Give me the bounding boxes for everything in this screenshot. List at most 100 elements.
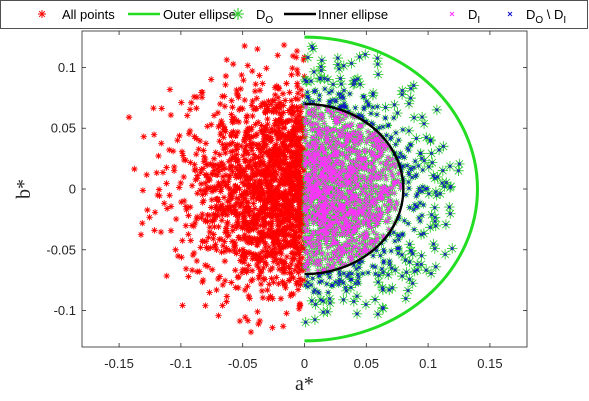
d-i-marker — [333, 241, 338, 246]
all-points-marker — [267, 177, 274, 185]
d-o-minus-d-i-marker — [413, 204, 418, 209]
all-points-marker — [295, 203, 303, 210]
all-points-marker — [241, 96, 248, 104]
d-i-marker — [361, 222, 366, 227]
d-i-marker — [311, 231, 316, 236]
all-points-marker — [249, 225, 257, 232]
d-i-marker — [396, 171, 401, 176]
all-points-marker — [199, 276, 207, 284]
d-o-minus-d-i-marker — [342, 104, 347, 109]
d-o-minus-d-i-marker — [338, 95, 343, 100]
all-points-marker — [288, 260, 295, 268]
all-points-marker — [242, 206, 249, 213]
all-points-marker — [283, 253, 291, 261]
d-o-minus-d-i-marker — [407, 101, 411, 106]
all-points-marker — [253, 95, 260, 102]
d-i-marker — [366, 161, 371, 166]
d-i-marker — [341, 117, 346, 122]
d-o-minus-d-i-marker — [311, 290, 316, 295]
all-points-marker — [236, 211, 243, 218]
all-points-marker — [231, 238, 239, 246]
d-i-marker — [329, 185, 334, 190]
all-points-marker — [241, 42, 248, 50]
all-points-marker — [263, 65, 270, 72]
d-o-minus-d-i-marker — [383, 115, 388, 120]
all-points-marker — [258, 269, 265, 276]
all-points-marker — [250, 140, 258, 148]
all-points-marker — [184, 112, 191, 119]
all-points-marker — [267, 251, 275, 258]
d-i-marker — [311, 253, 316, 258]
d-i-marker — [325, 179, 330, 184]
all-points-marker — [276, 117, 283, 125]
all-points-marker — [239, 105, 246, 113]
all-points-marker — [289, 168, 297, 176]
d-i-marker — [344, 113, 349, 119]
all-points-marker — [238, 269, 246, 277]
d-o-minus-d-i-marker — [406, 180, 411, 184]
all-points-marker — [257, 280, 265, 288]
all-points-marker — [293, 278, 301, 285]
d-o-minus-d-i-marker — [318, 77, 323, 81]
all-points-marker — [289, 64, 296, 72]
all-points-marker — [274, 52, 281, 59]
all-points-marker — [264, 286, 271, 294]
all-points-marker — [290, 132, 297, 140]
d-i-marker — [355, 158, 360, 163]
d-i-marker — [332, 127, 337, 132]
all-points-marker — [285, 147, 293, 154]
all-points-marker — [221, 248, 229, 255]
all-points-marker — [287, 142, 294, 150]
d-o-minus-d-i-marker — [319, 64, 323, 69]
d-o-minus-d-i-marker — [422, 158, 427, 163]
all-points-marker — [279, 90, 287, 97]
d-i-marker — [356, 163, 361, 168]
all-points-marker — [280, 41, 288, 49]
d-i-marker — [323, 189, 328, 194]
all-points-marker — [207, 76, 215, 83]
d-i-marker — [334, 128, 339, 133]
d-o-minus-d-i-marker — [373, 265, 378, 269]
all-points-marker — [255, 168, 263, 176]
d-i-marker — [391, 174, 396, 179]
all-points-marker — [272, 184, 279, 192]
all-points-marker — [294, 234, 302, 241]
d-o-minus-d-i-marker — [419, 232, 424, 237]
all-points-marker — [222, 210, 229, 218]
all-points-marker — [258, 205, 266, 213]
all-points-marker — [292, 190, 300, 198]
all-points-marker — [274, 221, 281, 229]
all-points-marker — [143, 171, 150, 178]
all-points-marker — [235, 273, 242, 280]
all-points-marker — [220, 134, 227, 141]
d-o-minus-d-i-marker — [418, 201, 422, 205]
all-points-marker — [299, 117, 306, 124]
all-points-marker — [243, 132, 251, 139]
d-i-marker — [346, 248, 352, 253]
all-points-marker — [273, 274, 280, 281]
d-i-marker — [349, 148, 354, 153]
all-points-marker — [273, 233, 280, 240]
d-i-marker — [363, 166, 368, 171]
d-o-minus-d-i-marker — [353, 281, 358, 286]
d-i-marker — [337, 120, 342, 125]
d-o-minus-d-i-marker — [418, 219, 423, 223]
d-o-minus-d-i-marker — [317, 97, 322, 102]
d-o-minus-d-i-marker — [432, 246, 437, 251]
d-o-minus-d-i-marker — [311, 46, 315, 51]
d-o-minus-d-i-marker — [407, 260, 412, 264]
d-i-marker — [324, 218, 329, 223]
all-points-marker — [260, 131, 267, 138]
all-points-marker — [261, 102, 268, 109]
d-o-minus-d-i-marker — [456, 168, 461, 173]
d-o-minus-d-i-marker — [396, 251, 401, 256]
all-points-marker — [280, 109, 287, 116]
all-points-marker — [251, 211, 258, 218]
d-i-marker — [303, 215, 308, 220]
all-points-marker — [242, 134, 250, 141]
all-points-marker — [228, 189, 235, 197]
all-points-marker — [274, 135, 282, 143]
all-points-marker — [286, 197, 293, 204]
all-points-marker — [289, 178, 297, 185]
all-points-marker — [229, 104, 236, 111]
